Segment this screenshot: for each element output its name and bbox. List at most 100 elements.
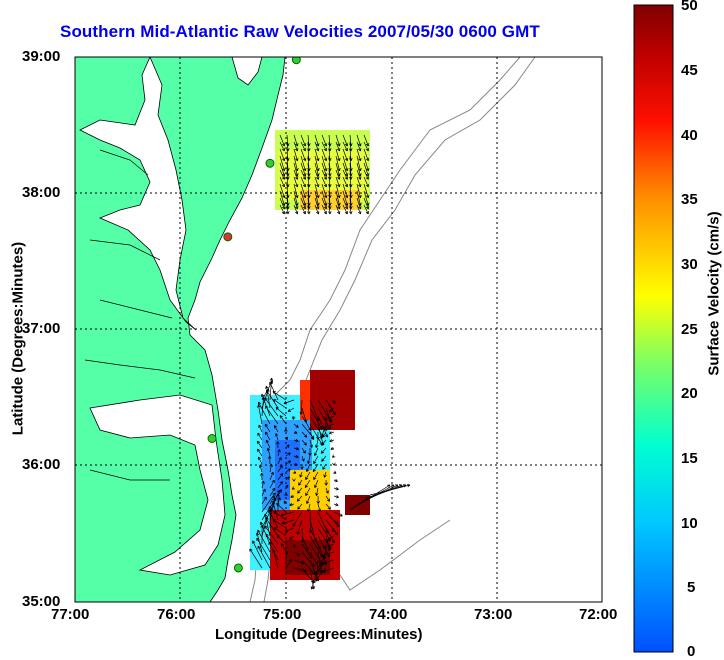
velocity-arrow xyxy=(308,447,312,456)
velocity-arrow xyxy=(307,455,311,464)
station-marker xyxy=(223,232,233,242)
velocity-arrow xyxy=(321,204,327,215)
velocity-arrow xyxy=(335,204,341,215)
velocity-arrow xyxy=(257,456,263,465)
velocity-arrow xyxy=(332,454,336,458)
velocity-arrow xyxy=(342,148,349,162)
velocity-arrow xyxy=(314,134,320,147)
velocity-arrow xyxy=(300,162,307,177)
velocity-arrow xyxy=(342,134,349,147)
velocity-arrow xyxy=(315,559,327,576)
colorbar-tick: 0 xyxy=(687,643,696,660)
velocity-arrow xyxy=(325,407,333,424)
velocity-arrow xyxy=(269,479,275,489)
colorbar-tick: 30 xyxy=(681,256,698,273)
velocity-vectors xyxy=(249,134,411,590)
velocity-arrow xyxy=(317,503,322,512)
velocity-arrow xyxy=(356,141,362,152)
velocity-arrow xyxy=(307,503,311,512)
velocity-arrow xyxy=(293,204,299,215)
velocity-arrow xyxy=(304,479,311,488)
velocity-arrow xyxy=(261,496,267,505)
velocity-arrow xyxy=(284,527,295,533)
velocity-arrow xyxy=(265,431,271,441)
velocity-arrow xyxy=(315,487,319,496)
station-marker xyxy=(265,158,275,168)
velocity-arrow xyxy=(274,433,279,441)
velocity-arrow xyxy=(286,204,290,215)
velocity-arrow xyxy=(280,511,295,517)
velocity-arrow xyxy=(249,548,263,569)
velocity-arrow xyxy=(321,439,327,446)
velocity-arrow xyxy=(279,204,285,215)
velocity-arrow xyxy=(277,473,284,481)
velocity-arrow xyxy=(356,176,362,188)
velocity-arrow xyxy=(293,446,300,451)
velocity-arrow xyxy=(313,455,319,465)
velocity-arrow xyxy=(301,447,306,454)
velocity-arrow xyxy=(292,470,297,474)
x-tick: 72:00 xyxy=(579,606,618,623)
velocity-arrow xyxy=(301,543,313,559)
velocity-arrow xyxy=(265,439,271,449)
velocity-arrow xyxy=(300,176,307,188)
velocity-arrow xyxy=(252,540,263,561)
velocity-arrow xyxy=(299,399,304,415)
velocity-arrow xyxy=(273,425,279,433)
velocity-arrow xyxy=(265,533,279,553)
velocity-arrow xyxy=(265,517,279,537)
velocity-arrow xyxy=(313,471,319,481)
velocity-arrow xyxy=(257,404,263,425)
velocity-arrow xyxy=(322,567,335,573)
velocity-arrow xyxy=(307,204,311,215)
velocity-arrow xyxy=(276,441,280,449)
velocity-arrow xyxy=(342,176,349,188)
velocity-arrow xyxy=(363,183,370,199)
velocity-arrow xyxy=(273,527,287,537)
velocity-arrow xyxy=(292,478,296,482)
velocity-arrow xyxy=(356,183,362,199)
velocity-arrow xyxy=(332,399,336,405)
x-tick: 75:00 xyxy=(263,606,302,623)
velocity-arrow xyxy=(293,134,299,147)
velocity-arrow xyxy=(314,197,320,210)
velocity-arrow xyxy=(297,503,303,510)
velocity-arrow xyxy=(269,497,277,521)
velocity-arrow xyxy=(363,141,369,152)
velocity-arrow xyxy=(335,176,341,188)
velocity-arrow xyxy=(292,415,296,420)
velocity-arrow xyxy=(363,155,370,172)
station-marker xyxy=(207,434,217,443)
velocity-arrow xyxy=(268,509,279,529)
velocity-arrow xyxy=(369,483,411,496)
velocity-arrow xyxy=(296,519,303,535)
velocity-arrow xyxy=(321,197,328,210)
chesapeake-bay xyxy=(79,57,197,331)
velocity-arrow xyxy=(325,503,331,510)
x-tick: 74:00 xyxy=(369,606,408,623)
velocity-arrow xyxy=(300,148,307,162)
velocity-arrow xyxy=(335,134,341,147)
velocity-arrow xyxy=(301,431,308,438)
velocity-arrow xyxy=(299,471,303,478)
velocity-arrow xyxy=(321,134,328,147)
velocity-arrow xyxy=(298,479,303,486)
velocity-arrow xyxy=(277,465,283,473)
velocity-arrow xyxy=(276,493,280,513)
velocity-arrow xyxy=(300,197,307,210)
station-marker xyxy=(233,563,243,573)
velocity-arrow xyxy=(356,197,362,210)
velocity-arrow xyxy=(281,519,295,525)
velocity-arrow xyxy=(316,431,320,440)
velocity-arrow xyxy=(287,407,295,412)
velocity-arrow xyxy=(325,399,336,416)
velocity-arrow xyxy=(325,495,330,502)
velocity-arrow xyxy=(325,487,329,494)
velocity-arrow xyxy=(276,503,287,513)
velocity-arrow xyxy=(314,183,320,199)
velocity-arrow xyxy=(320,447,327,454)
velocity-arrow xyxy=(342,183,349,199)
y-tick: 36:00 xyxy=(22,456,61,473)
velocity-arrow xyxy=(279,141,285,152)
velocity-arrow xyxy=(342,169,348,180)
